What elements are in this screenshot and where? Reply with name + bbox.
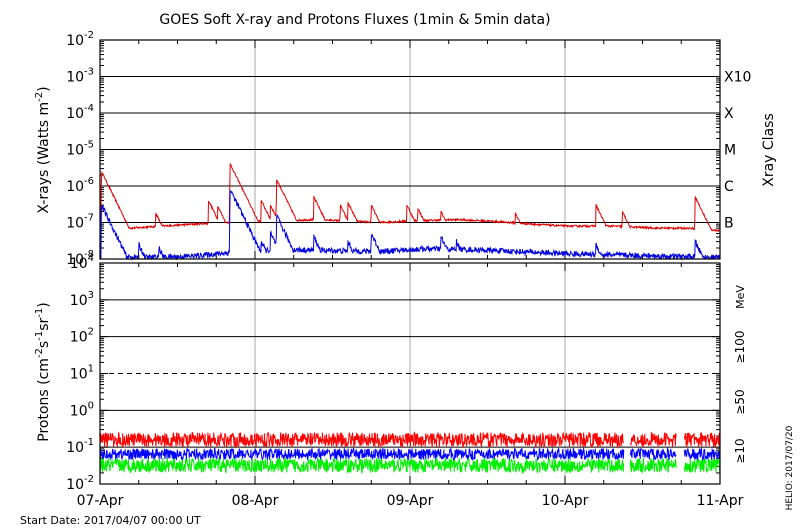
xray-panel: 10-8 10-7 10-6 10-5 10-4 10-3 10-2 B C M X X10 bbox=[66, 30, 751, 268]
xray-class-tick: B bbox=[724, 216, 734, 232]
y-tick-label: 104 bbox=[70, 253, 94, 272]
proton-series-ge100 bbox=[99, 456, 721, 475]
y-tick-label: 100 bbox=[70, 400, 94, 419]
y-tick-label: 10-8 bbox=[66, 249, 94, 268]
y-tick-label: 10-7 bbox=[66, 213, 94, 232]
xray-frame bbox=[99, 39, 721, 260]
xray-class-label: Xray Class bbox=[761, 113, 777, 187]
x-tick-label: 10-Apr bbox=[542, 493, 589, 509]
y-tick-label: 10-1 bbox=[66, 437, 94, 456]
y-tick-label: 10-4 bbox=[66, 103, 94, 122]
legend-ge10: ≥10 bbox=[733, 438, 747, 463]
xray-series-short bbox=[99, 190, 721, 261]
proton-units-label: MeV bbox=[734, 285, 747, 309]
proton-ylabel: Protons (cm-2s-1sr-1) bbox=[34, 302, 52, 441]
proton-series-ge50 bbox=[99, 446, 721, 462]
xray-class-tick: X bbox=[724, 106, 734, 122]
y-tick-label: 10-2 bbox=[66, 30, 94, 49]
y-tick-label: 103 bbox=[70, 290, 94, 309]
legend-ge100: ≥100 bbox=[733, 331, 747, 364]
y-tick-label: 102 bbox=[70, 327, 94, 346]
xray-ylabel: X-rays (Watts m-2) bbox=[34, 86, 52, 213]
legend-ge50: ≥50 bbox=[733, 389, 747, 414]
y-tick-label: 10-5 bbox=[66, 140, 94, 159]
x-tick-label: 07-Apr bbox=[77, 493, 124, 509]
y-tick-label: 10-3 bbox=[66, 67, 94, 86]
proton-series-ge10 bbox=[99, 431, 721, 449]
credit-label: HELIO: 2017/07/20 bbox=[785, 425, 795, 510]
proton-panel: 10-2 10-1 100 101 102 103 104 07-Apr 08-Apr 09-Ap… bbox=[66, 253, 743, 509]
xray-class-tick: X10 bbox=[724, 70, 751, 86]
x-tick-label: 11-Apr bbox=[697, 493, 744, 509]
x-tick-label: 08-Apr bbox=[232, 493, 279, 509]
start-date: Start Date: 2017/04/07 00:00 UT bbox=[20, 514, 201, 527]
xray-series-long bbox=[99, 163, 721, 233]
x-tick-label: 09-Apr bbox=[387, 493, 434, 509]
proton-frame bbox=[99, 262, 721, 485]
y-tick-label: 10-6 bbox=[66, 176, 94, 195]
xray-class-tick: M bbox=[724, 143, 736, 159]
chart-title: GOES Soft X-ray and Protons Fluxes (1min… bbox=[159, 12, 550, 28]
y-tick-label: 101 bbox=[70, 364, 94, 383]
xray-class-tick: C bbox=[724, 179, 734, 195]
y-tick-label: 10-2 bbox=[66, 474, 94, 493]
